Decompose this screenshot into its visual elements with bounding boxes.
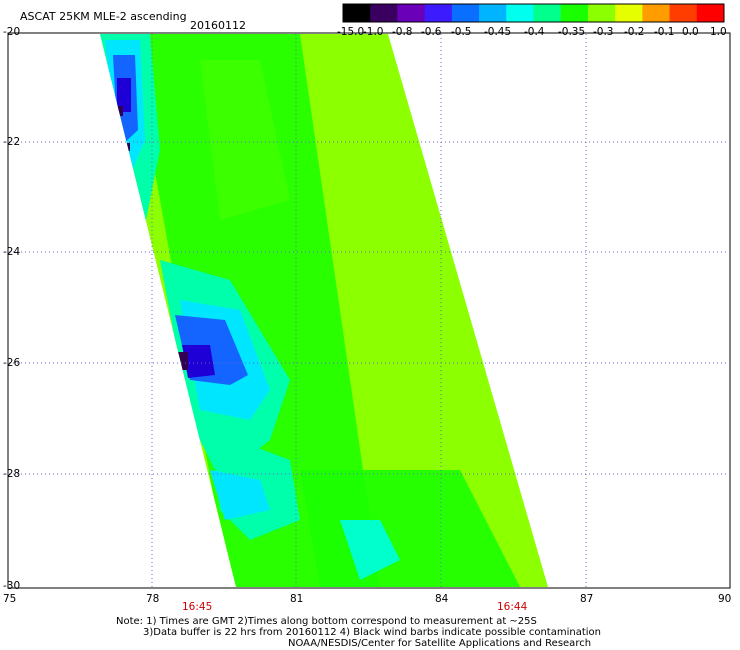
swath-time-label: 16:44 [497,601,528,613]
colorbar-swatch [343,4,371,22]
colorbar [342,3,725,23]
colorbar-label: -0.1 [654,26,675,38]
swath-green-patch [200,60,290,220]
grid [9,34,729,587]
y-tick-label: -26 [3,357,21,369]
colorbar-swatch [479,4,507,22]
y-tick-label: -20 [3,26,21,38]
footer-note-line2: 3)Data buffer is 22 hrs from 20160112 4)… [143,627,601,638]
colorbar-swatch [533,4,562,22]
swath-aqua-bottom [340,520,400,580]
x-tick-label: 78 [146,593,160,605]
colorbar-swatch [615,4,643,22]
product-title: ASCAT 25KM MLE-2 ascending [20,10,187,23]
swath-green-band [130,34,380,587]
colorbar-label: -0.45 [484,26,512,38]
colorbar-swatch [696,4,725,22]
colorbar-label: 0.0 [682,26,699,38]
colorbar-label: -15.0 [337,26,365,38]
product-date: 20160112 [190,19,246,32]
x-tick-label: 87 [580,593,594,605]
y-tick-label: -24 [3,246,21,258]
footer-note-line1: Note: 1) Times are GMT 2)Times along bot… [116,616,537,627]
swath-deep-top [117,78,131,112]
colorbar-label: -0.5 [451,26,472,38]
colorbar-swatch [424,4,453,22]
colorbar-frame [342,3,725,23]
colorbar-swatch [506,4,534,22]
x-tick-label: 81 [290,593,304,605]
colorbar-label: -1.0 [363,26,384,38]
swath-deep-mid [182,345,215,378]
colorbar-swatch [451,4,480,22]
colorbar-swatch [560,4,589,22]
colorbar-label: -0.6 [421,26,442,38]
colorbar-swatch [370,4,398,22]
colorbar-label: -0.3 [593,26,614,38]
swath-dark-mid [178,352,188,370]
footer-note-credit: NOAA/NESDIS/Center for Satellite Applica… [288,638,592,649]
swath-time-label: 16:45 [182,601,213,613]
swath-dark-top [115,106,123,116]
colorbar-swatch [642,4,671,22]
x-tick-label: 75 [3,593,17,605]
y-tick-label: -28 [3,468,21,480]
colorbar-label: -0.4 [524,26,545,38]
colorbar-label: 1.0 [710,26,727,38]
colorbar-swatch [587,4,616,22]
y-tick-label: -30 [3,580,21,592]
colorbar-label: -0.8 [392,26,413,38]
colorbar-swatch [669,4,698,22]
colorbar-swatch [397,4,426,22]
colorbar-label: -0.2 [624,26,645,38]
colorbar-label: -0.35 [558,26,586,38]
x-tick-label: 84 [435,593,449,605]
y-tick-label: -22 [3,136,21,148]
swath-cyan-south [210,470,270,520]
x-tick-label: 90 [718,593,732,605]
